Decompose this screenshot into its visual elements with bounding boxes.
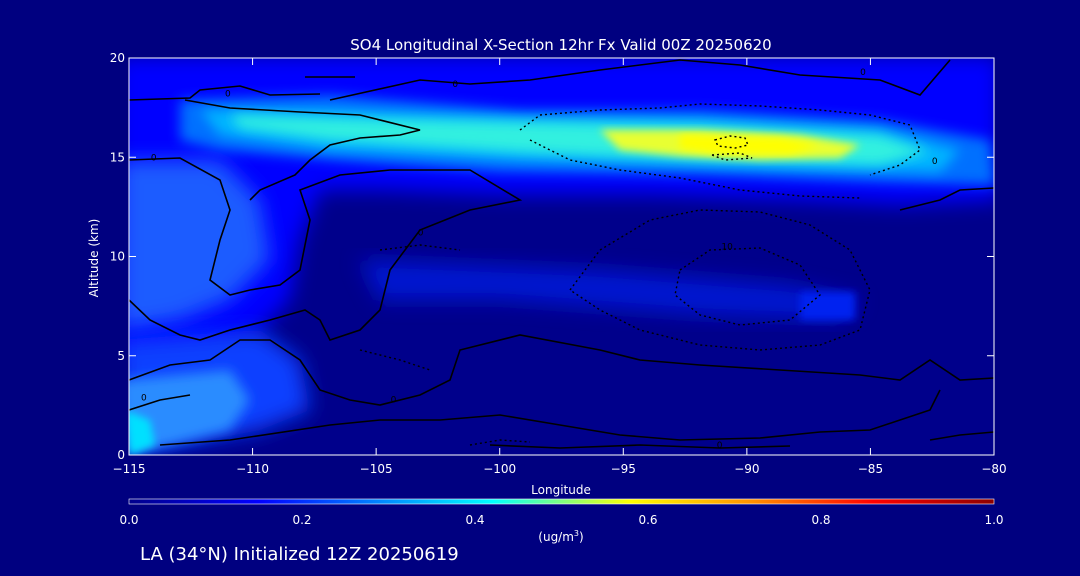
x-tick-label: −90	[734, 462, 759, 476]
colorbar-unit-sup: 3	[574, 529, 579, 538]
contour-dotted-inner	[674, 247, 821, 326]
colorbar	[129, 499, 994, 504]
contour-solid-left-upper	[129, 157, 523, 341]
field-surface-source-outer	[129, 370, 250, 455]
colorbar-tick-label: 1.0	[984, 513, 1003, 527]
contour-solid-right-low	[929, 431, 994, 441]
contour-dotted-low	[359, 349, 431, 371]
contour-dotted-core	[713, 135, 749, 149]
y-tick-label: 10	[110, 250, 125, 264]
colorbar-unit-prefix: (ug/m	[538, 530, 574, 544]
contour-solid-left-mid	[129, 334, 994, 406]
x-tick-label: −95	[611, 462, 636, 476]
contour-lines	[129, 59, 994, 449]
contour-label: 0	[860, 68, 866, 78]
contour-dotted-dome	[568, 209, 871, 351]
x-axis-label: Longitude	[531, 483, 591, 497]
field-surface-source-inner	[129, 411, 155, 455]
y-tick-label: 5	[117, 349, 125, 363]
contour-dotted-band-low	[529, 139, 861, 199]
x-tick-label: −105	[360, 462, 393, 476]
contour-label: 0	[452, 80, 458, 90]
footer-initialization-text: LA (34°N) Initialized 12Z 20250619	[140, 544, 459, 565]
contour-dotted-mid	[379, 244, 461, 251]
contour-solid-bottom	[489, 444, 791, 449]
colorbar-ticks: 0.0 0.2 0.4 0.6 0.8 1.0	[119, 513, 1003, 527]
colorbar-frame	[128, 498, 995, 505]
contour-dotted-surface	[469, 439, 531, 446]
contour-label: 0	[151, 153, 157, 163]
contour-label: 0	[932, 157, 938, 167]
y-tick-label: 15	[110, 150, 125, 164]
contour-dotted-band	[519, 103, 921, 176]
contour-dotted-core-b	[711, 152, 753, 161]
colorbar-unit-suffix: )	[579, 530, 584, 544]
contour-label: 0	[225, 90, 231, 100]
x-tick-label: −115	[113, 462, 146, 476]
x-axis: −115 −110 −105 −100 −95 −90 −85 −80	[113, 58, 1007, 476]
x-tick-label: −80	[981, 462, 1006, 476]
y-axis-label: Altitude (km)	[87, 219, 101, 298]
colorbar-tick-label: 0.0	[119, 513, 138, 527]
y-axis: 0 5 10 15 20	[110, 51, 994, 462]
y-tick-label: 0	[117, 448, 125, 462]
y-tick-label: 20	[110, 51, 125, 65]
heatmap-field	[129, 58, 994, 455]
x-tick-label: −85	[858, 462, 883, 476]
contour-solid-top-d	[184, 99, 421, 201]
contour-label: 0	[418, 229, 424, 239]
colorbar-tick-label: 0.2	[292, 513, 311, 527]
contour-label: 10	[721, 243, 733, 253]
x-tick-label: −100	[483, 462, 516, 476]
contour-solid-right	[899, 187, 994, 211]
contour-label: 0	[141, 393, 147, 403]
colorbar-tick-label: 0.8	[811, 513, 830, 527]
contour-label: 0	[717, 441, 723, 451]
colorbar-tick-label: 0.4	[465, 513, 484, 527]
contour-solid-top-a	[129, 85, 321, 101]
x-tick-label: −110	[236, 462, 269, 476]
contour-label: 0	[391, 395, 397, 405]
contour-labels: 0 0 0 0 0 0 10 0 0 0	[141, 68, 938, 451]
field-mid-patch	[360, 260, 860, 320]
colorbar-tick-label: 0.6	[638, 513, 657, 527]
field-left-column	[129, 160, 270, 329]
contour-solid-top-c	[329, 59, 951, 101]
contour-solid-left-low	[129, 394, 191, 411]
contour-solid-surface	[159, 389, 941, 446]
colorbar-unit: (ug/m3)	[538, 529, 583, 544]
chart-title: SO4 Longitudinal X-Section 12hr Fx Valid…	[350, 36, 771, 54]
field-small-patch	[800, 292, 855, 320]
